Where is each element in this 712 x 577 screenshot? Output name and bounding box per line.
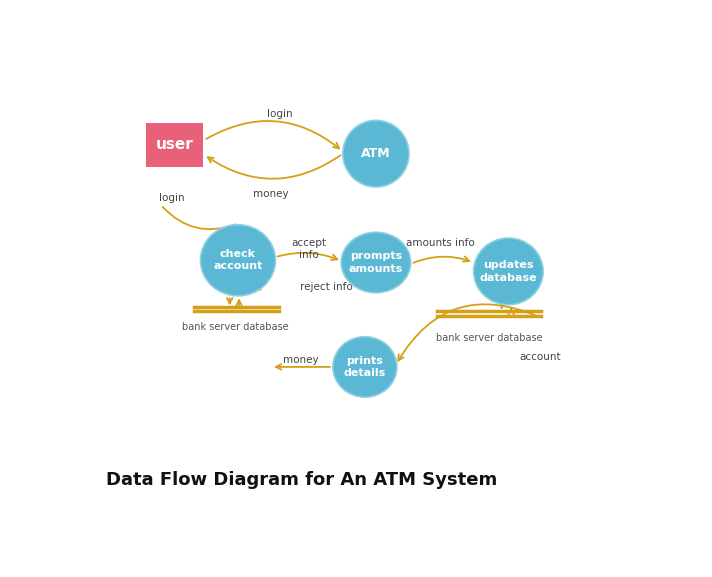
Text: updates
database: updates database bbox=[480, 260, 537, 283]
Text: bank server database: bank server database bbox=[182, 321, 288, 332]
Text: amounts info: amounts info bbox=[406, 238, 475, 248]
Text: user: user bbox=[156, 137, 194, 152]
Text: money: money bbox=[283, 355, 318, 365]
Text: ATM: ATM bbox=[361, 147, 391, 160]
Text: accept
info: accept info bbox=[291, 238, 326, 260]
Text: money: money bbox=[253, 189, 289, 198]
Text: prints
details: prints details bbox=[344, 355, 386, 378]
Text: account: account bbox=[519, 352, 561, 362]
Text: login: login bbox=[266, 108, 292, 119]
Ellipse shape bbox=[333, 337, 397, 397]
Text: login: login bbox=[159, 193, 184, 203]
Text: check
account: check account bbox=[214, 249, 263, 272]
Text: prompts
amounts: prompts amounts bbox=[349, 252, 403, 273]
Text: bank server database: bank server database bbox=[436, 333, 543, 343]
Ellipse shape bbox=[201, 225, 276, 296]
FancyBboxPatch shape bbox=[145, 122, 204, 167]
Ellipse shape bbox=[341, 233, 411, 293]
Ellipse shape bbox=[473, 238, 543, 305]
Ellipse shape bbox=[343, 121, 409, 187]
Text: reject info: reject info bbox=[300, 282, 352, 292]
Text: Data Flow Diagram for An ATM System: Data Flow Diagram for An ATM System bbox=[105, 471, 497, 489]
